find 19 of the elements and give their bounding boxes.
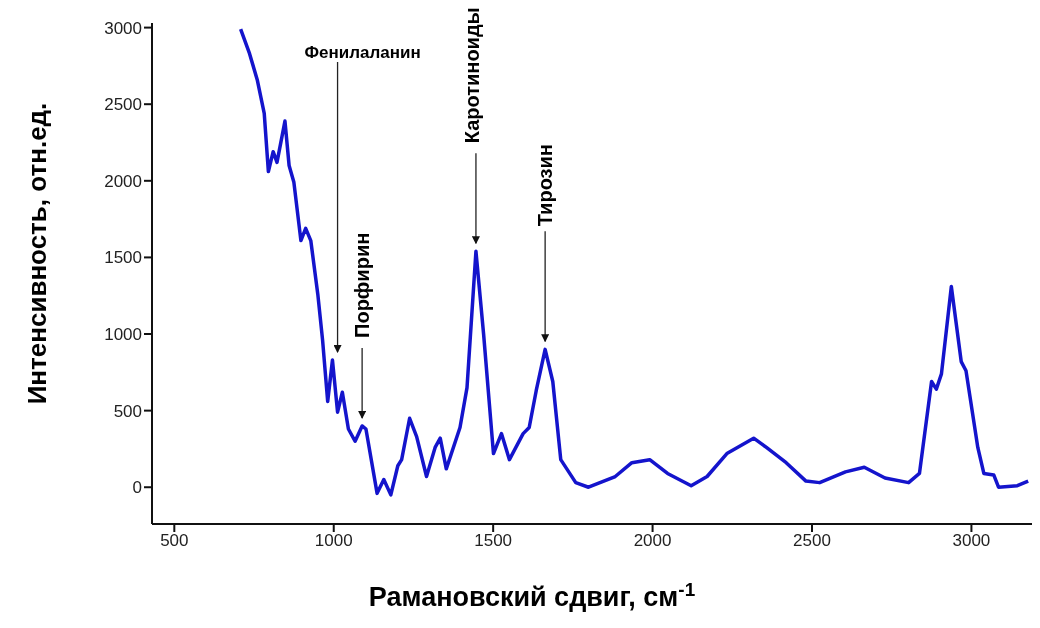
y-tick-label: 500 bbox=[113, 401, 142, 421]
annotation: Порфирин bbox=[351, 232, 374, 338]
annotation: Фенилаланин bbox=[304, 43, 421, 63]
x-tick-label: 2000 bbox=[633, 531, 672, 551]
y-tick-label: 3000 bbox=[104, 18, 142, 38]
y-axis-title: Интенсивность, отн.ед. bbox=[22, 102, 52, 405]
y-tick-label: 0 bbox=[132, 478, 142, 498]
y-tick-label: 1000 bbox=[104, 325, 142, 345]
x-tick-label: 500 bbox=[160, 531, 189, 551]
annotation: Каротиноиды bbox=[460, 7, 483, 144]
x-axis-title: Рамановский сдвиг, см$^{-1}$ bbox=[368, 578, 696, 612]
x-tick-label: 1500 bbox=[474, 531, 513, 551]
x-tick-label: 3000 bbox=[952, 531, 991, 551]
y-tick-label: 2000 bbox=[104, 171, 142, 191]
y-tick-label: 2500 bbox=[104, 95, 142, 115]
y-tick-label: 1500 bbox=[104, 248, 142, 268]
x-tick-label: 1000 bbox=[314, 531, 353, 551]
annotation: Тирозин bbox=[534, 144, 557, 227]
x-tick-label: 2500 bbox=[793, 531, 831, 551]
